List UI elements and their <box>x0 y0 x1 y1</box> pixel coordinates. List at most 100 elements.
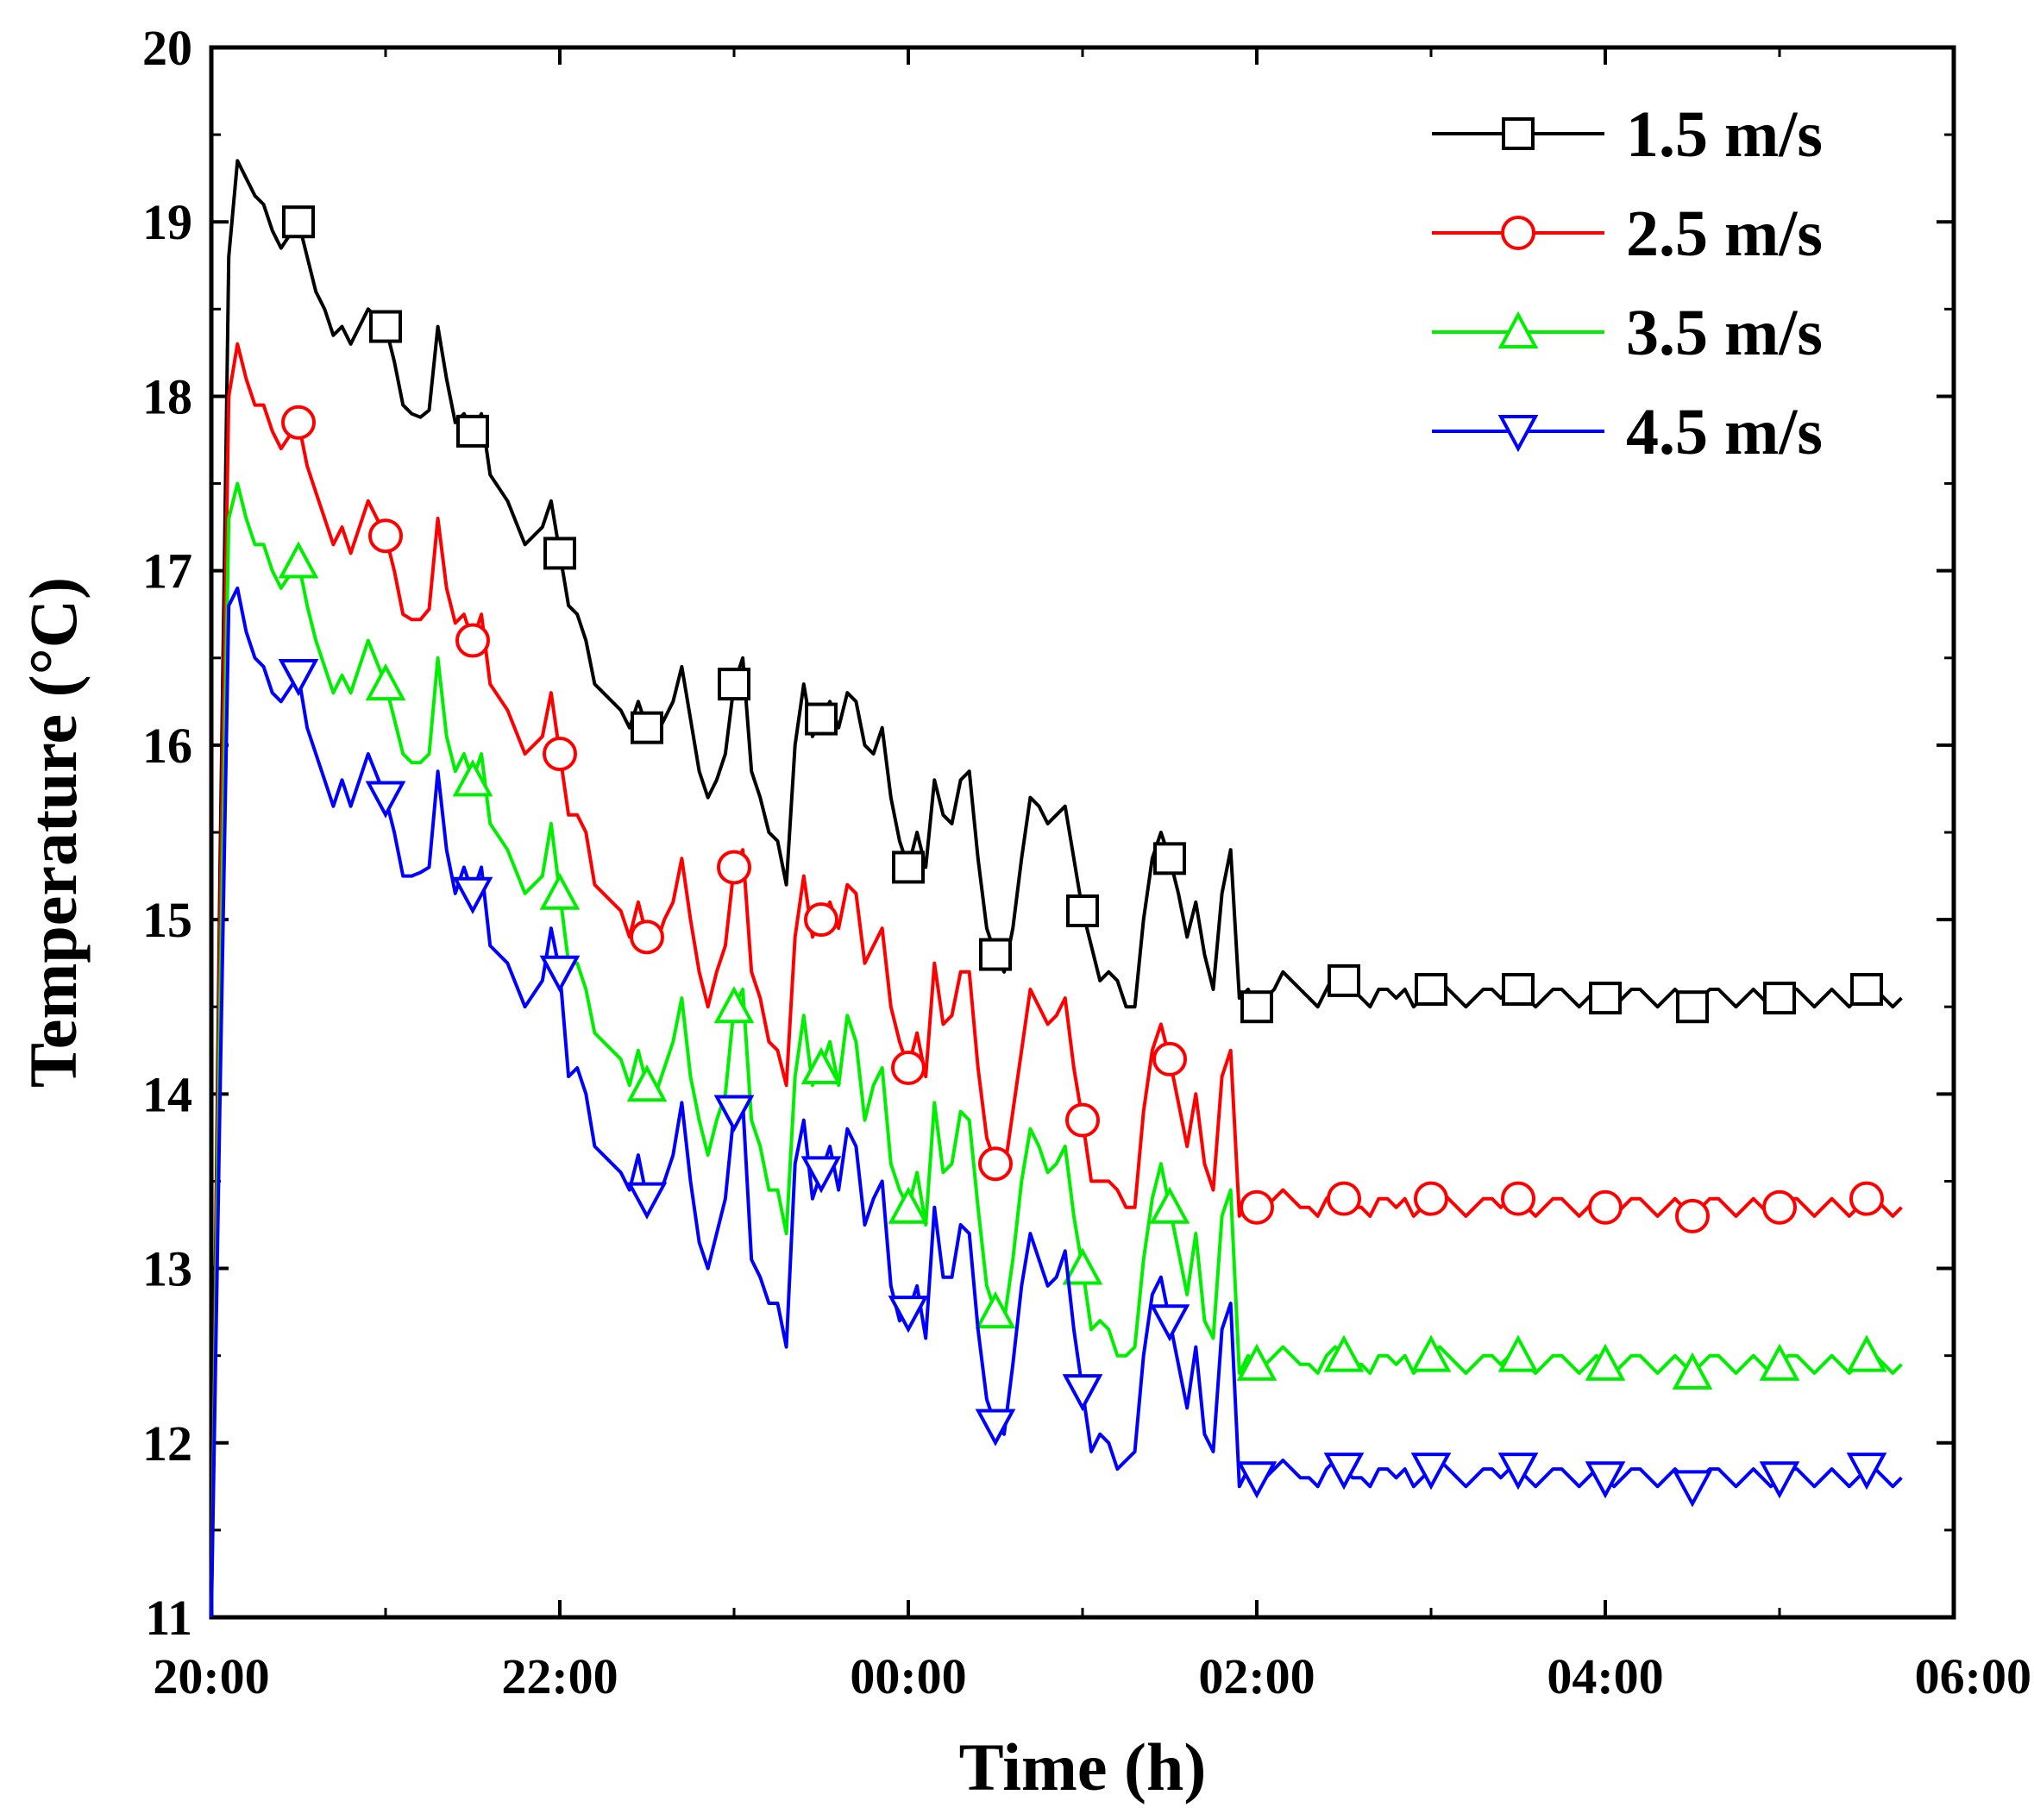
data-point-marker <box>1149 1304 1190 1342</box>
data-point-marker <box>1415 973 1447 1006</box>
data-point-marker <box>626 1182 668 1220</box>
data-point-marker <box>1763 982 1796 1015</box>
data-point-marker <box>282 205 315 239</box>
data-point-marker <box>1240 990 1273 1024</box>
data-point-marker <box>1676 990 1709 1024</box>
legend-label: 4.5 m/s <box>1626 396 1823 468</box>
data-point-marker <box>631 711 663 744</box>
y-axis-title: Temperature (°C) <box>16 577 91 1088</box>
data-point-marker <box>713 1095 755 1133</box>
data-point-marker <box>1327 1181 1361 1216</box>
data-point-marker <box>1585 1343 1626 1381</box>
data-point-marker <box>1762 1189 1797 1225</box>
data-point-marker <box>630 919 664 955</box>
legend-label: 3.5 m/s <box>1626 297 1823 369</box>
data-point-marker <box>452 759 493 797</box>
legend-marker <box>1497 415 1539 453</box>
series-3-5-m-s <box>210 481 1903 1618</box>
series-layer <box>210 159 1903 1618</box>
data-point-marker <box>626 1064 668 1102</box>
data-point-marker <box>543 537 576 570</box>
y-tick-label: 13 <box>142 1241 192 1297</box>
data-point-marker <box>718 668 750 701</box>
y-tick-label: 15 <box>142 892 192 948</box>
data-point-marker <box>1589 982 1622 1015</box>
legend: 1.5 m/s 2.5 m/s 3.5 m/s 4.5 m/s <box>1432 98 1823 468</box>
y-tick-label: 11 <box>145 1590 192 1646</box>
data-point-marker <box>365 781 406 819</box>
data-point-marker <box>888 1296 929 1334</box>
legend-item: 3.5 m/s <box>1432 297 1823 369</box>
data-point-marker <box>1414 1181 1448 1216</box>
data-point-marker <box>543 737 577 771</box>
x-tick-label: 00:00 <box>850 1648 966 1704</box>
data-point-marker <box>539 955 581 993</box>
data-point-marker <box>975 1409 1016 1447</box>
data-point-marker <box>1501 1181 1535 1216</box>
data-point-marker <box>1497 1453 1539 1491</box>
data-point-marker <box>1066 894 1099 927</box>
data-point-marker <box>978 1146 1013 1182</box>
x-tick-label: 06:00 <box>1915 1648 2031 1704</box>
y-tick-label: 16 <box>142 718 192 774</box>
legend-marker <box>1501 216 1535 250</box>
y-tick-label: 12 <box>142 1415 192 1472</box>
data-point-marker <box>1672 1352 1713 1390</box>
data-point-marker <box>800 1156 842 1194</box>
data-point-marker <box>888 1186 929 1224</box>
data-point-marker <box>1672 1470 1713 1508</box>
data-point-marker <box>1149 1186 1190 1224</box>
data-point-marker <box>1410 1334 1452 1372</box>
series-line <box>210 342 1903 1618</box>
data-point-marker <box>1323 1453 1365 1491</box>
x-tick-label: 22:00 <box>501 1648 618 1704</box>
y-tick-label: 14 <box>142 1066 192 1122</box>
x-tick-label: 02:00 <box>1198 1648 1315 1704</box>
data-point-marker <box>1850 973 1883 1006</box>
data-point-marker <box>1236 1343 1278 1381</box>
legend-marker <box>1497 311 1539 348</box>
series-line <box>210 586 1903 1618</box>
data-point-marker <box>891 1051 926 1085</box>
data-point-marker <box>975 1290 1016 1329</box>
y-tick-label: 19 <box>142 194 192 250</box>
legend-label: 1.5 m/s <box>1626 98 1823 171</box>
data-point-marker <box>369 310 402 343</box>
data-point-marker <box>800 1046 842 1084</box>
data-point-marker <box>1153 842 1186 875</box>
data-point-marker <box>1502 973 1535 1006</box>
data-point-marker <box>1588 1189 1623 1225</box>
data-point-marker <box>1062 1374 1103 1412</box>
data-point-marker <box>1585 1461 1626 1499</box>
data-point-marker <box>979 938 1012 971</box>
series-2-5-m-s <box>210 342 1903 1618</box>
data-point-marker <box>1323 1334 1365 1372</box>
legend-marker <box>1502 117 1535 150</box>
x-axis-title: Time (h) <box>959 1729 1207 1804</box>
y-tick-label: 18 <box>142 368 192 424</box>
data-point-marker <box>281 405 316 440</box>
data-point-marker <box>456 414 489 448</box>
data-point-marker <box>1240 1189 1274 1225</box>
data-point-marker <box>368 518 403 554</box>
data-point-marker <box>365 662 406 701</box>
data-point-marker <box>804 902 838 938</box>
data-point-marker <box>1846 1453 1887 1491</box>
data-point-marker <box>455 623 490 658</box>
data-point-marker <box>892 850 925 884</box>
x-tick-label: 04:00 <box>1547 1648 1663 1704</box>
data-point-marker <box>1410 1453 1452 1491</box>
series-4-5-m-s <box>210 586 1903 1618</box>
data-point-marker <box>452 876 493 914</box>
data-point-marker <box>1846 1334 1887 1372</box>
legend-item: 1.5 m/s <box>1432 98 1823 171</box>
data-point-marker <box>1675 1198 1710 1233</box>
data-point-marker <box>278 541 319 579</box>
data-point-marker <box>1065 1102 1100 1138</box>
data-point-marker <box>1062 1247 1103 1285</box>
data-point-marker <box>539 872 581 910</box>
data-point-marker <box>1328 963 1360 997</box>
y-tick-label: 20 <box>142 20 192 76</box>
data-point-marker <box>717 850 751 885</box>
data-point-marker <box>713 986 755 1024</box>
